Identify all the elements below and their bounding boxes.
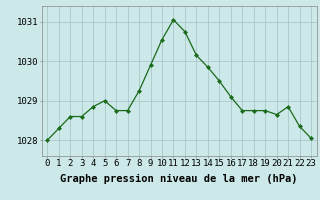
X-axis label: Graphe pression niveau de la mer (hPa): Graphe pression niveau de la mer (hPa) <box>60 174 298 184</box>
